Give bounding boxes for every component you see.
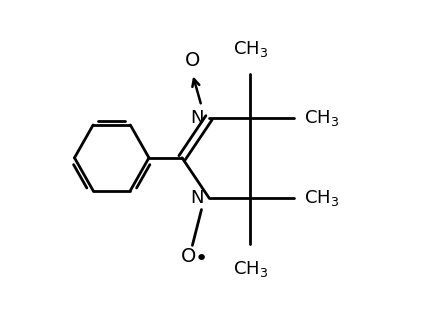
Text: N: N bbox=[191, 189, 204, 207]
Text: CH$_3$: CH$_3$ bbox=[233, 259, 268, 279]
Text: CH$_3$: CH$_3$ bbox=[304, 108, 339, 128]
Text: CH$_3$: CH$_3$ bbox=[304, 188, 339, 208]
Text: N: N bbox=[191, 109, 204, 127]
Text: CH$_3$: CH$_3$ bbox=[233, 39, 268, 59]
Text: O: O bbox=[181, 247, 196, 266]
Text: •: • bbox=[195, 249, 208, 269]
Text: O: O bbox=[185, 52, 200, 71]
